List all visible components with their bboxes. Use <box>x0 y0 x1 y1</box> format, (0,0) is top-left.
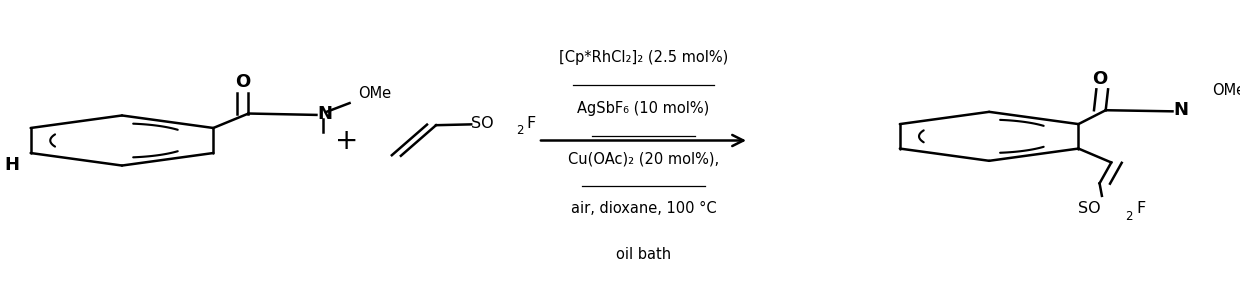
Text: O: O <box>1092 70 1107 88</box>
Text: AgSbF₆ (10 mol%): AgSbF₆ (10 mol%) <box>578 101 709 116</box>
Text: H: H <box>4 156 19 174</box>
Text: N: N <box>317 105 332 123</box>
Text: Cu(OAc)₂ (20 mol%),: Cu(OAc)₂ (20 mol%), <box>568 151 719 166</box>
Text: OMe: OMe <box>358 86 391 101</box>
Text: O: O <box>236 73 250 91</box>
Text: OMe: OMe <box>1211 83 1240 98</box>
Text: 2: 2 <box>516 124 523 137</box>
Text: 2: 2 <box>1126 210 1133 223</box>
Text: air, dioxane, 100 °C: air, dioxane, 100 °C <box>570 201 717 216</box>
Text: +: + <box>335 126 358 155</box>
Text: SO: SO <box>471 116 494 131</box>
Text: oil bath: oil bath <box>616 247 671 262</box>
Text: SO: SO <box>1079 201 1101 216</box>
Text: F: F <box>526 116 536 131</box>
Text: [Cp*RhCl₂]₂ (2.5 mol%): [Cp*RhCl₂]₂ (2.5 mol%) <box>559 49 728 65</box>
Text: F: F <box>1136 201 1145 216</box>
Text: N: N <box>1174 101 1189 119</box>
